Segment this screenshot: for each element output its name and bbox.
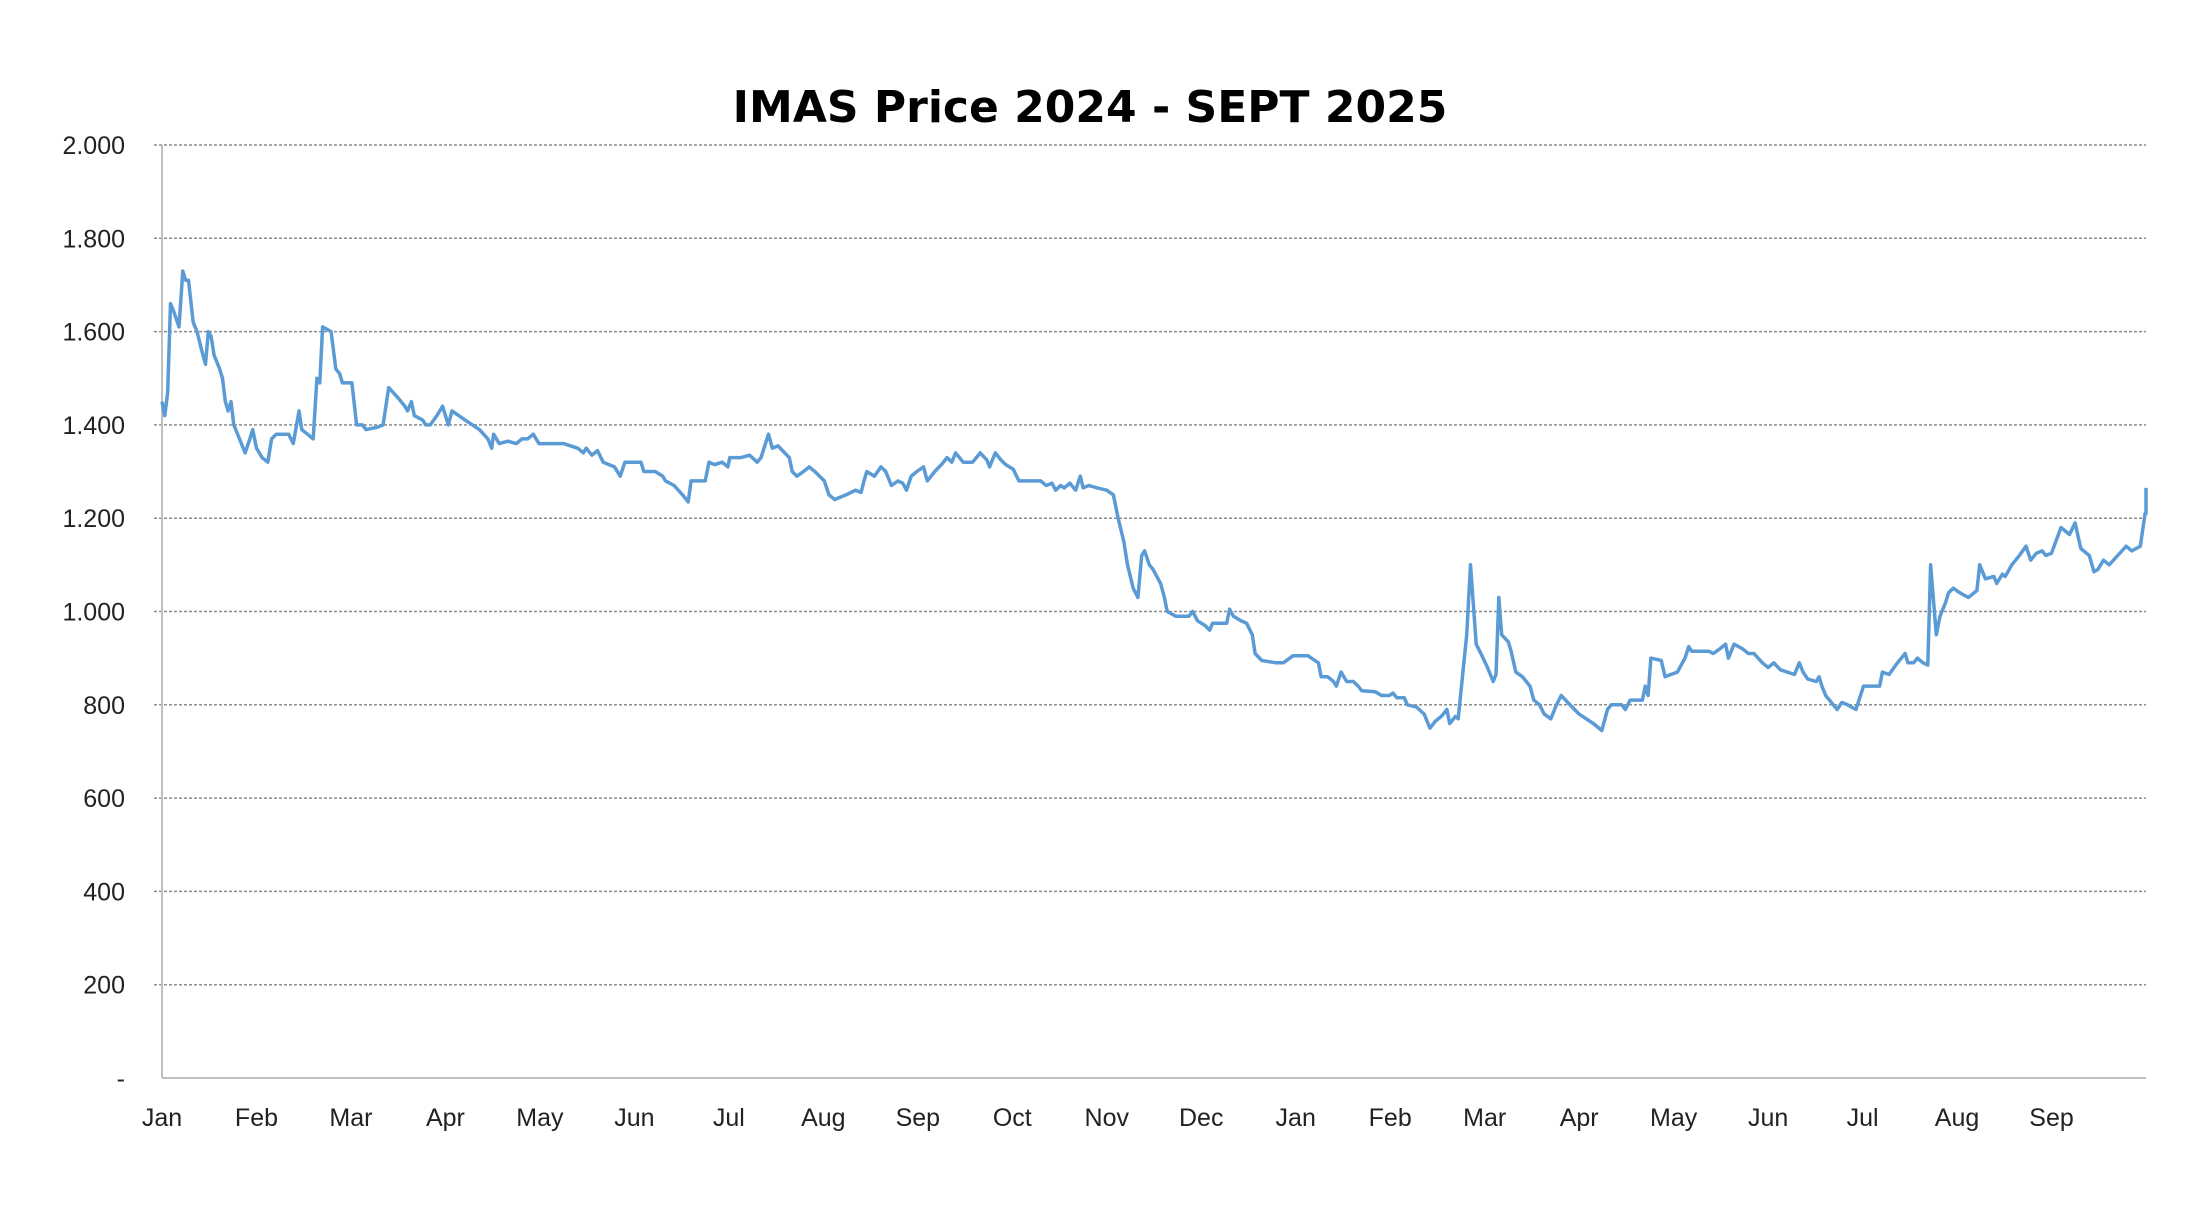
x-tick-label: Apr xyxy=(426,1104,465,1132)
x-tick-label: Jul xyxy=(713,1104,745,1132)
x-tick-label: Nov xyxy=(1085,1104,1130,1132)
y-tick-label: 1.000 xyxy=(62,599,125,627)
y-tick-label: 800 xyxy=(83,692,125,720)
x-tick-label: Dec xyxy=(1179,1104,1223,1132)
y-tick-label: 1.800 xyxy=(62,225,125,253)
y-tick-label: 1.400 xyxy=(62,412,125,440)
x-tick-label: Mar xyxy=(1463,1104,1506,1132)
x-tick-label: Mar xyxy=(329,1104,372,1132)
x-tick-label: Sep xyxy=(2029,1104,2073,1132)
y-tick-label: 600 xyxy=(83,785,125,813)
y-tick-label: 2.000 xyxy=(62,132,125,160)
x-tick-label: May xyxy=(516,1104,564,1132)
x-tick-label: Jan xyxy=(1276,1104,1316,1132)
x-tick-label: Sep xyxy=(896,1104,940,1132)
y-axis-tick-labels: - 200 400 600 800 1.000 1.200 1.400 1.600 1.800 2.… xyxy=(62,132,125,1093)
x-axis-tick-labels: Jan Feb Mar Apr May Jun Jul Aug Sep Oct Nov Dec Jan F… xyxy=(142,1104,2074,1132)
x-tick-label: Aug xyxy=(1935,1104,1979,1132)
chart-title: IMAS Price 2024 - SEPT 2025 xyxy=(733,82,1448,133)
y-tick-label: 400 xyxy=(83,878,125,906)
x-tick-label: Feb xyxy=(235,1104,278,1132)
x-tick-label: Oct xyxy=(993,1104,1032,1132)
y-tick-label: 1.200 xyxy=(62,505,125,533)
x-tick-label: Jul xyxy=(1847,1104,1879,1132)
x-tick-label: Jun xyxy=(1748,1104,1788,1132)
y-tick-label: 1.600 xyxy=(62,319,125,347)
y-tick-label: 200 xyxy=(83,972,125,1000)
x-tick-label: Jun xyxy=(614,1104,654,1132)
series-line-imas-price xyxy=(160,269,2148,733)
x-tick-label: Apr xyxy=(1560,1104,1599,1132)
y-tick-label: - xyxy=(117,1065,125,1093)
gridlines xyxy=(154,144,2146,986)
x-tick-label: Aug xyxy=(801,1104,845,1132)
x-tick-label: May xyxy=(1650,1104,1698,1132)
x-tick-label: Feb xyxy=(1369,1104,1412,1132)
x-tick-label: Jan xyxy=(142,1104,182,1132)
